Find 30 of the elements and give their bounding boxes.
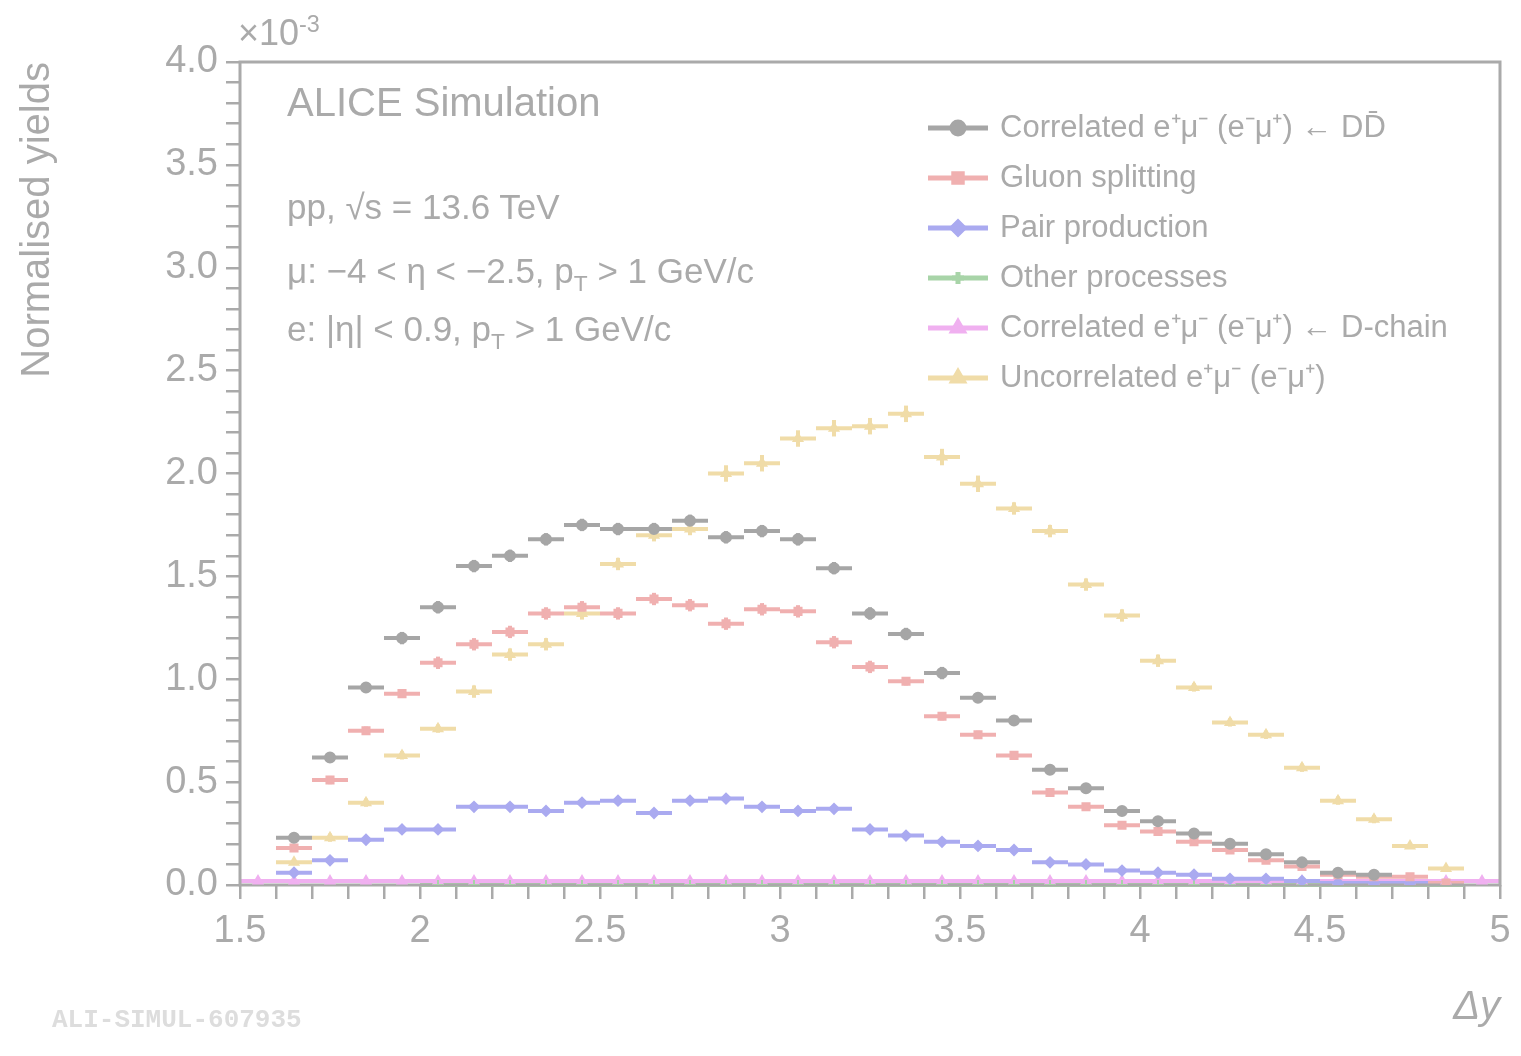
x-tick-label: 3.5	[933, 908, 987, 951]
y-axis-title: Normalised yields	[13, 62, 58, 378]
y-tick-label: 3.5	[165, 141, 218, 184]
legend-label: Uncorrelated e⁺μ⁻ (e⁻μ⁺)	[1000, 358, 1326, 394]
annotation: pp, √s = 13.6 TeV	[287, 187, 560, 227]
x-tick-label: 5	[1489, 908, 1511, 951]
legend-label: Correlated e⁺μ⁻ (e⁻μ⁺) ← DD̄	[1000, 108, 1386, 144]
x-tick-label: 2.5	[573, 908, 627, 951]
y-tick-label: 1.5	[165, 552, 218, 595]
annotation: μ: −4 < η < −2.5, p$_{T}$ > 1 GeV/c	[287, 251, 755, 297]
y-tick-label: 0.5	[165, 758, 218, 801]
x-tick-label: 3	[769, 908, 791, 951]
y-tick-label: 2.5	[165, 347, 218, 390]
y-tick-label: 4.0	[165, 38, 218, 81]
x-tick-label: 1.5	[213, 908, 267, 951]
x-tick-label: 4.5	[1293, 908, 1347, 951]
text: ×10$^{-3}$	[238, 11, 320, 53]
y-tick-label: 2.0	[165, 449, 218, 492]
x-tick-label: 2	[409, 908, 431, 951]
x-tick-label: 4	[1129, 908, 1151, 951]
y-tick-label: 0.0	[165, 861, 218, 904]
x-axis-title: Δy	[1452, 983, 1503, 1028]
y-tick-label: 1.0	[165, 655, 218, 698]
legend-label: Correlated e⁺μ⁻ (e⁻μ⁺) ← D-chain	[1000, 308, 1448, 344]
legend-label: Other processes	[1000, 258, 1228, 294]
legend-label: Gluon splitting	[1000, 158, 1197, 194]
y-tick-label: 3.0	[165, 244, 218, 287]
annotation: e: |η| < 0.9, p$_{T}$ > 1 GeV/c	[287, 309, 672, 355]
annotation: ALICE Simulation	[287, 80, 601, 124]
legend-label: Pair production	[1000, 208, 1209, 244]
